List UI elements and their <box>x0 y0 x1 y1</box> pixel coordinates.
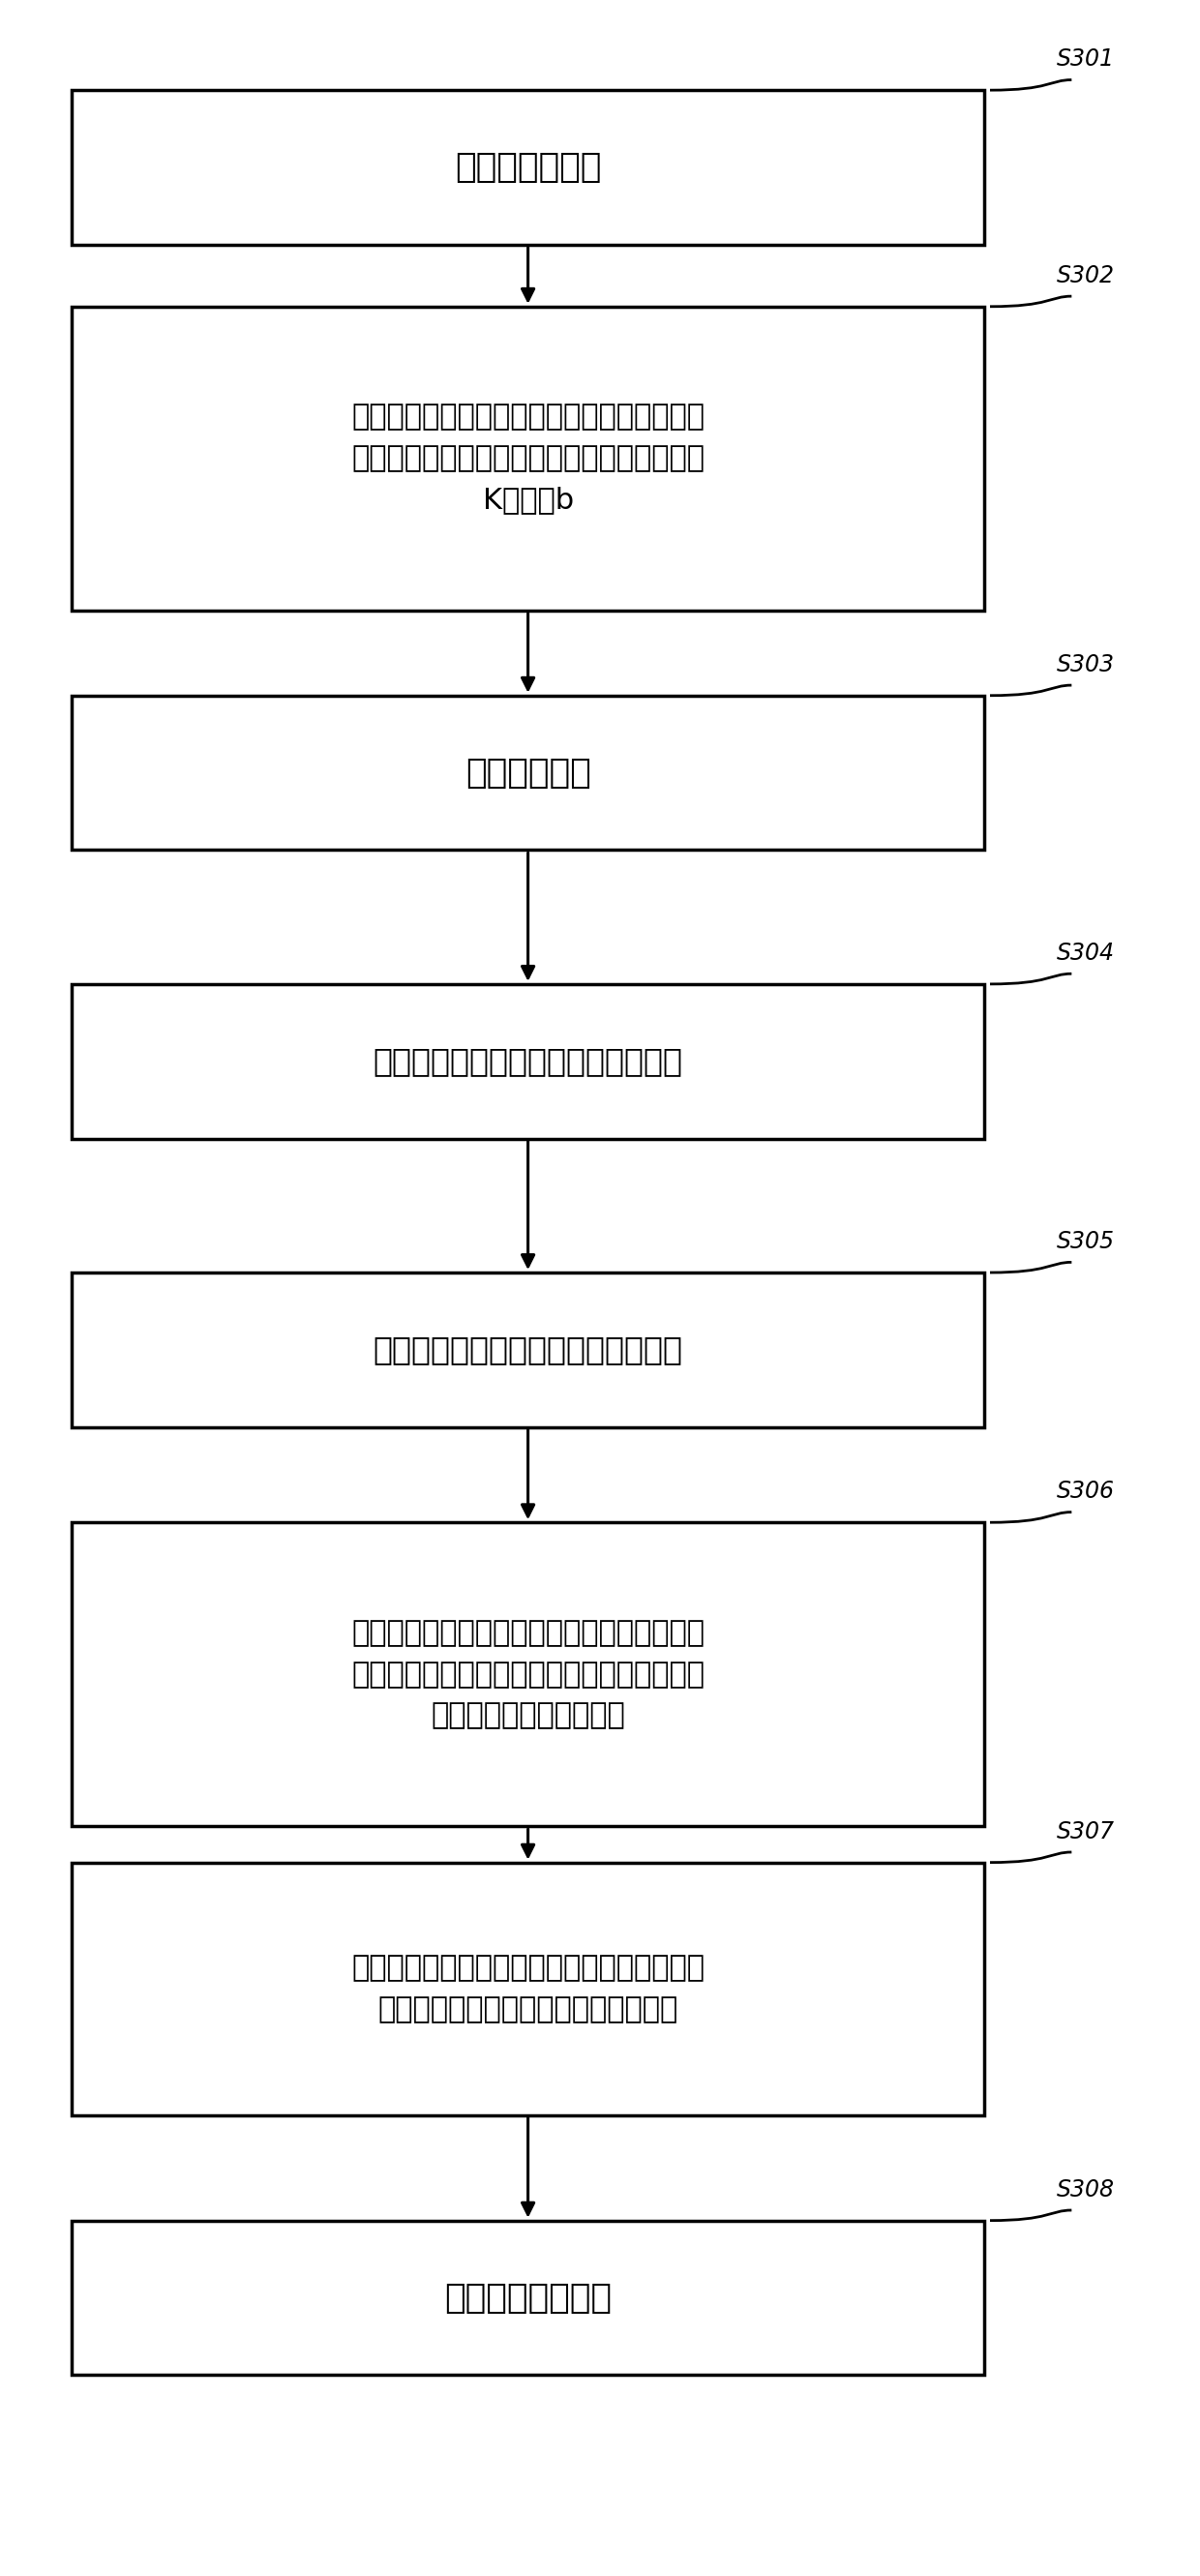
Text: S306: S306 <box>1057 1479 1115 1504</box>
Text: 拍摄一张照片: 拍摄一张照片 <box>466 757 590 788</box>
Text: S301: S301 <box>1057 46 1115 72</box>
Text: S303: S303 <box>1057 652 1115 677</box>
Text: S302: S302 <box>1057 263 1115 289</box>
FancyBboxPatch shape <box>72 1273 984 1427</box>
Text: 摄像模组在生产的时候会在模组内部的存储器
内保存近焦和远焦两个位置的参数，计算常数
K和像距b: 摄像模组在生产的时候会在模组内部的存储器 内保存近焦和远焦两个位置的参数，计算常… <box>352 402 704 515</box>
Text: 把新的电流差值重新记录到存储器内，以便于
下一次的对焦时提高对焦速度和精准度: 把新的电流差值重新记录到存储器内，以便于 下一次的对焦时提高对焦速度和精准度 <box>352 1955 704 2022</box>
FancyBboxPatch shape <box>72 90 984 245</box>
FancyBboxPatch shape <box>72 696 984 850</box>
Text: S304: S304 <box>1057 940 1115 966</box>
FancyBboxPatch shape <box>72 984 984 1139</box>
FancyBboxPatch shape <box>72 2221 984 2375</box>
Text: 读入在摄像头模组内保存的电流差值: 读入在摄像头模组内保存的电流差值 <box>373 1046 683 1077</box>
Text: S305: S305 <box>1057 1229 1115 1255</box>
Text: 读入在摄像头模组内保存的电流差值: 读入在摄像头模组内保存的电流差值 <box>373 1334 683 1365</box>
Text: 判断在当前物距条件下，马达所需要的实际驱
动电流和在马达簧片没有发生不可恢复之形变
的时候所需驱动电流之差: 判断在当前物距条件下，马达所需要的实际驱 动电流和在马达簧片没有发生不可恢复之形… <box>352 1618 704 1731</box>
Text: S308: S308 <box>1057 2177 1115 2202</box>
Text: 打开摄像头模组: 打开摄像头模组 <box>455 152 601 183</box>
Text: 结束补偿处理流程: 结束补偿处理流程 <box>444 2282 612 2313</box>
FancyBboxPatch shape <box>72 307 984 611</box>
FancyBboxPatch shape <box>72 1862 984 2115</box>
FancyBboxPatch shape <box>72 1522 984 1826</box>
Text: S307: S307 <box>1057 1819 1115 1844</box>
